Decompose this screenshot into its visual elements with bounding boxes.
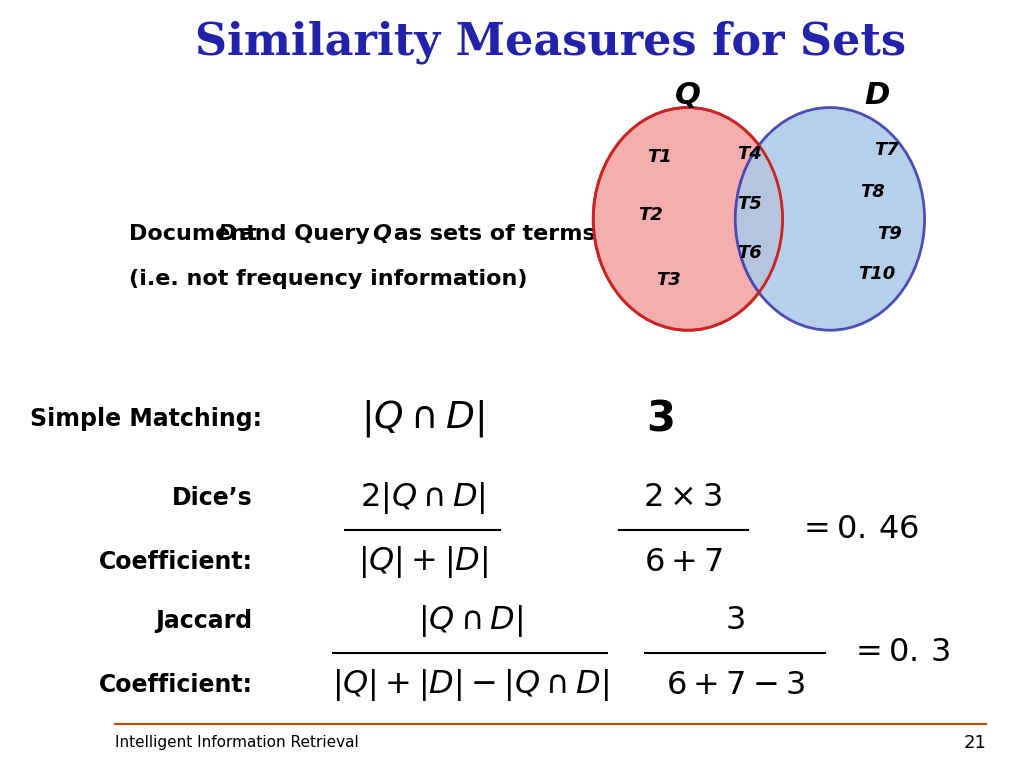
Text: as sets of terms: as sets of terms	[386, 224, 596, 244]
Text: T5: T5	[737, 194, 762, 213]
Text: and Query: and Query	[231, 224, 377, 244]
Text: Simple Matching:: Simple Matching:	[30, 406, 262, 431]
Text: $|Q| + |D| - |Q \cap D|$: $|Q| + |D| - |Q \cap D|$	[332, 667, 608, 703]
Text: Jaccard: Jaccard	[156, 608, 252, 633]
Text: Intelligent Information Retrieval: Intelligent Information Retrieval	[115, 735, 358, 750]
Text: T10: T10	[859, 265, 896, 283]
Ellipse shape	[735, 108, 925, 330]
Text: T3: T3	[656, 271, 681, 290]
Text: $6 + 7$: $6 + 7$	[643, 547, 723, 578]
Ellipse shape	[593, 108, 782, 330]
Text: D: D	[217, 224, 236, 244]
Text: T2: T2	[638, 206, 663, 224]
Text: Dice’s: Dice’s	[172, 485, 252, 510]
Text: $|Q \cap D|$: $|Q \cap D|$	[418, 603, 522, 638]
Text: $\mathbf{3}$: $\mathbf{3}$	[646, 398, 674, 439]
Text: T8: T8	[860, 183, 885, 201]
Text: Q: Q	[372, 224, 390, 244]
Text: Q: Q	[675, 81, 700, 111]
Text: $= 0.\,46$: $= 0.\,46$	[797, 515, 919, 545]
Text: D: D	[864, 81, 890, 111]
Text: Similarity Measures for Sets: Similarity Measures for Sets	[195, 21, 906, 64]
Text: $2|Q \cap D|$: $2|Q \cap D|$	[360, 480, 485, 515]
Text: (i.e. not frequency information): (i.e. not frequency information)	[129, 269, 527, 289]
Text: Document: Document	[129, 224, 265, 244]
Text: Coefficient:: Coefficient:	[98, 550, 252, 574]
Text: $|Q \cap D|$: $|Q \cap D|$	[361, 398, 484, 439]
Text: $|Q| + |D|$: $|Q| + |D|$	[357, 545, 487, 580]
Text: T4: T4	[737, 144, 762, 163]
Text: $= 0.\,3$: $= 0.\,3$	[849, 637, 950, 668]
Text: T9: T9	[878, 225, 902, 243]
Text: Coefficient:: Coefficient:	[98, 673, 252, 697]
Text: T7: T7	[874, 141, 899, 159]
Text: 21: 21	[964, 733, 986, 752]
Text: T1: T1	[647, 148, 672, 167]
Text: $2 \times 3$: $2 \times 3$	[643, 482, 723, 513]
Text: $6 + 7 - 3$: $6 + 7 - 3$	[666, 670, 805, 700]
Text: $3$: $3$	[725, 605, 745, 636]
Text: T6: T6	[737, 244, 762, 263]
